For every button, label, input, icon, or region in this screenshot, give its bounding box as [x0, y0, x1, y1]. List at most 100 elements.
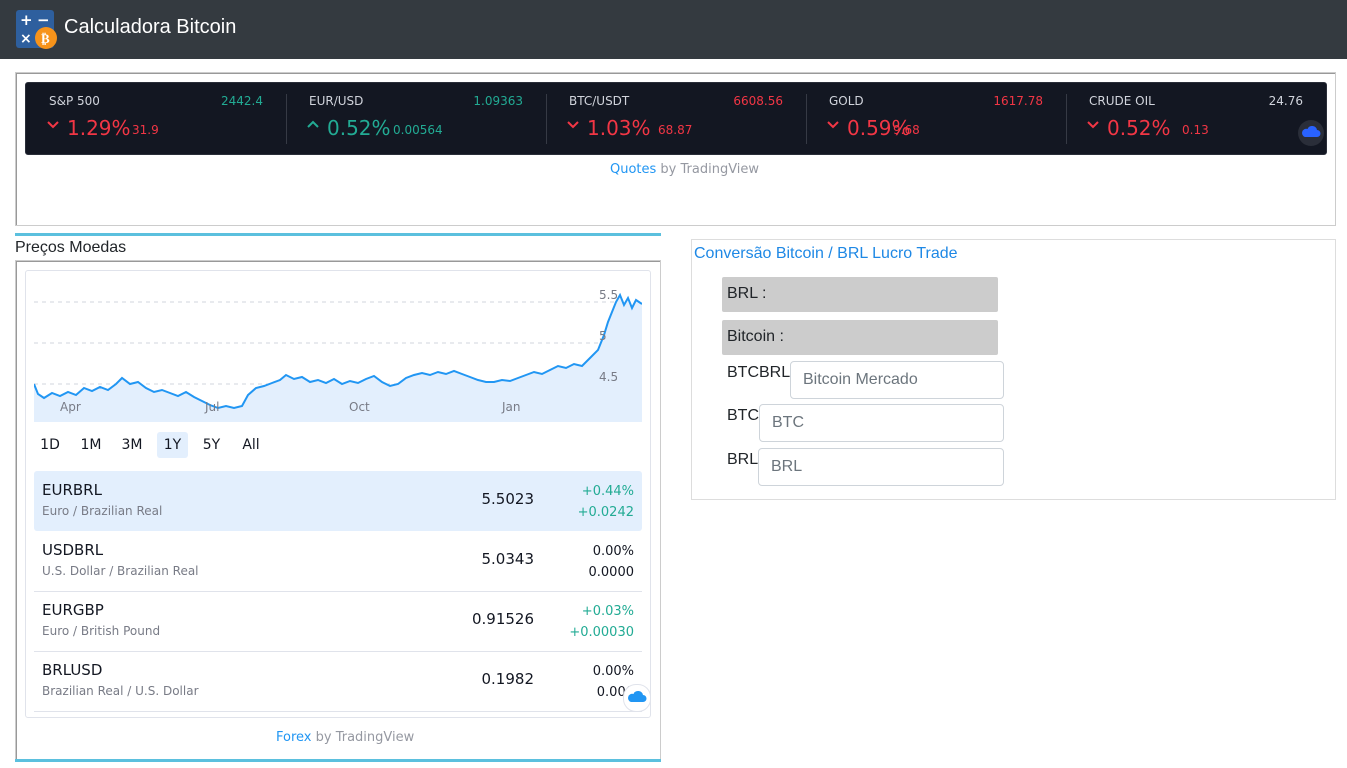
ticker-separator — [286, 94, 287, 144]
brl-result-box: BRL : — [722, 277, 998, 312]
range-button-5y[interactable]: 5Y — [202, 437, 221, 453]
x-tick-label: Apr — [60, 400, 81, 414]
chevron-up-icon — [306, 117, 320, 131]
ticker-price: 1.09363 — [473, 94, 523, 108]
svg-text:₿: ₿ — [41, 32, 50, 47]
chevron-down-icon — [566, 117, 580, 131]
ticker-change-value: 68.87 — [658, 123, 693, 137]
brl-label: BRL — [727, 451, 759, 468]
chevron-down-icon — [1086, 117, 1100, 131]
ticker-symbol: BTC/USDT — [569, 94, 630, 108]
price-chart[interactable]: 5.5 5 4.5 Apr Jul Oct Jan — [33, 280, 643, 422]
ticker-change-value: 0.13 — [1182, 123, 1209, 137]
calculator-bitcoin-logo-icon[interactable]: + − × ₿ — [16, 10, 58, 50]
ticker-item[interactable]: GOLD 1617.78 0.59% 9.68 — [806, 83, 1066, 154]
symbol-name: EURGBP — [42, 601, 104, 619]
prices-panel-bottom-border — [15, 759, 661, 762]
btc-input[interactable] — [759, 404, 1004, 442]
symbol-description: Euro / British Pound — [42, 624, 161, 638]
ticker-price: 24.76 — [1268, 94, 1303, 108]
ticker-symbol: GOLD — [829, 94, 864, 108]
symbol-last-price: 0.91526 — [471, 610, 534, 628]
symbol-change-percent: 0.00% — [592, 544, 634, 559]
ticker-separator — [806, 94, 807, 144]
range-button-1y[interactable]: 1Y — [157, 432, 188, 458]
bitcoin-result-box: Bitcoin : — [722, 320, 998, 355]
forex-attribution-text: by TradingView — [311, 730, 415, 745]
ticker-change-value: 31.9 — [132, 123, 159, 137]
cloud-icon[interactable] — [1298, 120, 1324, 146]
symbol-name: USDBRL — [42, 541, 104, 559]
symbol-last-price: 5.0343 — [481, 550, 535, 568]
svg-text:×: × — [20, 31, 32, 47]
navbar: + − × ₿ Calculadora Bitcoin — [0, 0, 1347, 59]
ticker-item[interactable]: S&P 500 2442.4 1.29% 31.9 — [26, 83, 286, 154]
conversion-title: Conversão Bitcoin / BRL Lucro Trade — [694, 245, 958, 262]
ticker-symbol: S&P 500 — [49, 94, 100, 108]
ticker-item[interactable]: BTC/USDT 6608.56 1.03% 68.87 — [546, 83, 806, 154]
symbol-row[interactable]: BRLUSD Brazilian Real / U.S. Dollar 0.1982… — [34, 651, 642, 712]
ticker-change-value: 9.68 — [893, 123, 920, 137]
ticker-container — [15, 72, 1336, 226]
symbol-row[interactable]: EURBRL Euro / Brazilian Real 5.5023 +0.44% +… — [34, 471, 642, 531]
ticker-symbol: CRUDE OIL — [1089, 94, 1155, 108]
symbol-description: Brazilian Real / U.S. Dollar — [42, 684, 199, 698]
symbol-change-percent: +0.44% — [581, 484, 634, 499]
chevron-down-icon — [46, 117, 60, 131]
range-button-1d[interactable]: 1D — [40, 437, 60, 453]
ticker-change-percent: 1.29% — [67, 116, 131, 140]
ticker-separator — [1066, 94, 1067, 144]
btcbrl-input[interactable] — [790, 361, 1004, 399]
ticker-symbol: EUR/USD — [309, 94, 364, 108]
symbol-change-percent: 0.00% — [592, 664, 634, 679]
conversion-panel — [691, 239, 1336, 500]
prices-panel-title: Preços Moedas — [15, 239, 127, 256]
brl-input[interactable] — [758, 448, 1004, 486]
range-button-all[interactable]: All — [242, 437, 260, 453]
y-tick-label: 5 — [599, 329, 607, 343]
symbol-change-percent: +0.03% — [581, 604, 634, 619]
symbol-row[interactable]: USDBRL U.S. Dollar / Brazilian Real 5.0343… — [34, 531, 642, 592]
symbol-row[interactable]: EURGBP Euro / British Pound 0.91526 +0.03% +… — [34, 591, 642, 652]
ticker-change-percent: 0.52% — [327, 116, 391, 140]
x-tick-label: Oct — [349, 400, 370, 414]
quotes-attribution[interactable]: Quotes by TradingView — [610, 162, 759, 177]
ticker-item[interactable]: EUR/USD 1.09363 0.52% 0.00564 — [286, 83, 546, 154]
x-tick-label: Jan — [501, 400, 521, 414]
quotes-link[interactable]: Quotes — [610, 162, 657, 177]
cloud-icon[interactable] — [623, 684, 651, 712]
ticker-separator — [546, 94, 547, 144]
y-tick-label: 4.5 — [599, 370, 618, 384]
range-button-3m[interactable]: 3M — [121, 437, 143, 453]
forex-link[interactable]: Forex — [276, 730, 312, 745]
ticker-change-percent: 0.59% — [847, 116, 911, 140]
brl-result-label: BRL : — [727, 285, 767, 302]
x-tick-label: Jul — [204, 400, 219, 414]
btcbrl-label: BTCBRL — [727, 364, 791, 381]
symbol-last-price: 0.1982 — [481, 670, 535, 688]
symbol-last-price: 5.5023 — [481, 490, 535, 508]
symbol-name: BRLUSD — [42, 661, 103, 679]
range-button-1m[interactable]: 1M — [80, 437, 102, 453]
svg-text:−: − — [37, 11, 50, 29]
btc-label: BTC — [727, 407, 759, 424]
chevron-down-icon — [826, 117, 840, 131]
symbol-change-value: 0.0000 — [588, 565, 635, 580]
prices-panel-top-border — [15, 233, 661, 236]
ticker-change-value: 0.00564 — [393, 123, 443, 137]
bitcoin-result-label: Bitcoin : — [727, 328, 784, 345]
forex-attribution[interactable]: Forex by TradingView — [276, 730, 414, 745]
svg-text:+: + — [20, 11, 33, 29]
ticker-price: 6608.56 — [733, 94, 783, 108]
symbol-name: EURBRL — [42, 481, 102, 499]
y-tick-label: 5.5 — [599, 288, 618, 302]
symbol-change-value: +0.0242 — [577, 505, 634, 520]
symbol-description: Euro / Brazilian Real — [42, 504, 163, 518]
ticker-change-percent: 1.03% — [587, 116, 651, 140]
symbol-description: U.S. Dollar / Brazilian Real — [42, 564, 199, 578]
ticker-item[interactable]: CRUDE OIL 24.76 0.52% 0.13 — [1066, 83, 1326, 154]
ticker-tape[interactable]: S&P 500 2442.4 1.29% 31.9 EUR/USD 1.09363 0.52… — [25, 82, 1327, 155]
navbar-brand[interactable]: Calculadora Bitcoin — [64, 16, 237, 38]
quotes-attribution-text: by TradingView — [656, 162, 760, 177]
ticker-price: 2442.4 — [221, 94, 263, 108]
